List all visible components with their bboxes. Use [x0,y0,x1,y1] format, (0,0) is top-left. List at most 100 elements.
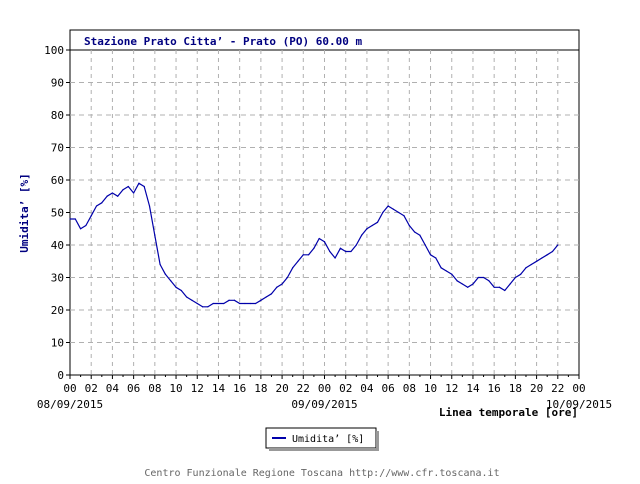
data-point [69,218,71,220]
data-point [371,224,373,227]
data-point [95,205,98,207]
data-point [233,299,235,301]
footer-credit: Centro Funzionale Regione Toscana http:/… [144,468,499,479]
data-point [323,241,326,243]
x-tick-label: 08 [148,382,161,395]
y-tick-label: 20 [51,304,64,317]
x-tick-label: 02 [85,382,98,395]
x-tick-label: 18 [254,382,267,395]
data-point [159,263,161,266]
data-point [265,296,267,298]
data-point [286,276,288,279]
data-point [435,257,437,259]
data-point [117,195,119,197]
data-point [355,244,357,246]
data-point [85,224,87,227]
data-point [133,192,135,194]
data-point [329,250,331,253]
data-point [217,302,220,305]
data-point [445,270,448,272]
data-point [260,299,262,301]
data-point [138,182,140,184]
x-tick-label: 06 [127,382,140,395]
data-point [403,215,405,217]
x-axis-label: Linea temporale [ore] [439,406,578,419]
date-label: 08/09/2015 [37,398,103,411]
data-point [376,221,379,223]
y-tick-label: 0 [57,369,64,382]
data-point [467,286,469,288]
data-point [398,211,400,214]
data-point [546,254,548,256]
x-tick-label: 00 [318,382,331,395]
y-tick-label: 70 [51,142,64,155]
x-tick-label: 00 [572,382,585,395]
y-tick-label: 10 [51,337,64,350]
x-tick-label: 14 [212,382,226,395]
x-tick-label: 22 [297,382,310,395]
y-tick-label: 60 [51,174,64,187]
y-tick-label: 100 [44,44,64,57]
data-point [456,280,458,282]
data-point [175,286,177,288]
data-point [228,299,230,301]
y-tick-label: 90 [51,77,64,90]
x-axis-ticks: 00 02 04 06 08 10 12 14 16 18 20 22 00 02 04 06 08 10 12 14… [63,375,586,395]
data-point [339,247,342,249]
x-tick-label: 14 [466,382,480,395]
data-point [127,185,129,188]
data-point [493,286,495,288]
data-point [292,267,294,269]
data-point [461,283,463,285]
x-tick-label: 04 [106,382,120,395]
data-point [191,299,193,301]
data-point [80,228,82,230]
series-layer [69,182,559,308]
y-axis-ticks: 0 10 20 30 40 50 60 70 80 90 100 [44,44,70,382]
data-point [419,234,421,236]
x-tick-label: 20 [275,382,288,395]
x-tick-label: 16 [488,382,501,395]
data-point [488,280,490,282]
x-tick-label: 18 [509,382,522,395]
data-point [101,202,103,204]
data-point [414,231,416,233]
data-point [482,276,485,279]
x-tick-label: 20 [530,382,543,395]
data-point [477,276,479,279]
data-point [281,283,283,285]
y-tick-label: 30 [51,272,64,285]
data-point [361,234,363,236]
y-tick-label: 50 [51,207,64,220]
chart-title: Stazione Prato Citta’ - Prato (PO) 60.00… [84,35,363,48]
data-point [111,192,114,194]
data-point [387,205,389,207]
data-point [297,260,299,262]
data-point [504,289,506,292]
x-tick-label: 22 [551,382,564,395]
date-labels: 08/09/2015 09/09/2015 10/09/2015 [37,398,612,411]
data-point [207,306,209,308]
data-point [196,302,198,305]
x-tick-label: 16 [233,382,246,395]
x-tick-label: 12 [445,382,458,395]
legend-label: Umidita’ [%] [292,434,364,445]
data-point [509,283,511,285]
data-point [535,260,538,262]
data-point [334,257,336,259]
data-point [541,257,543,259]
x-tick-label: 12 [191,382,204,395]
data-point [223,302,225,305]
data-point [498,286,501,288]
data-point [212,302,214,305]
data-point [148,205,151,207]
y-tick-label: 40 [51,239,64,252]
data-point [186,296,188,298]
data-point [239,302,241,305]
legend-shadow [376,431,379,451]
data-point [318,237,320,240]
data-point [366,228,368,230]
data-point [429,254,432,256]
